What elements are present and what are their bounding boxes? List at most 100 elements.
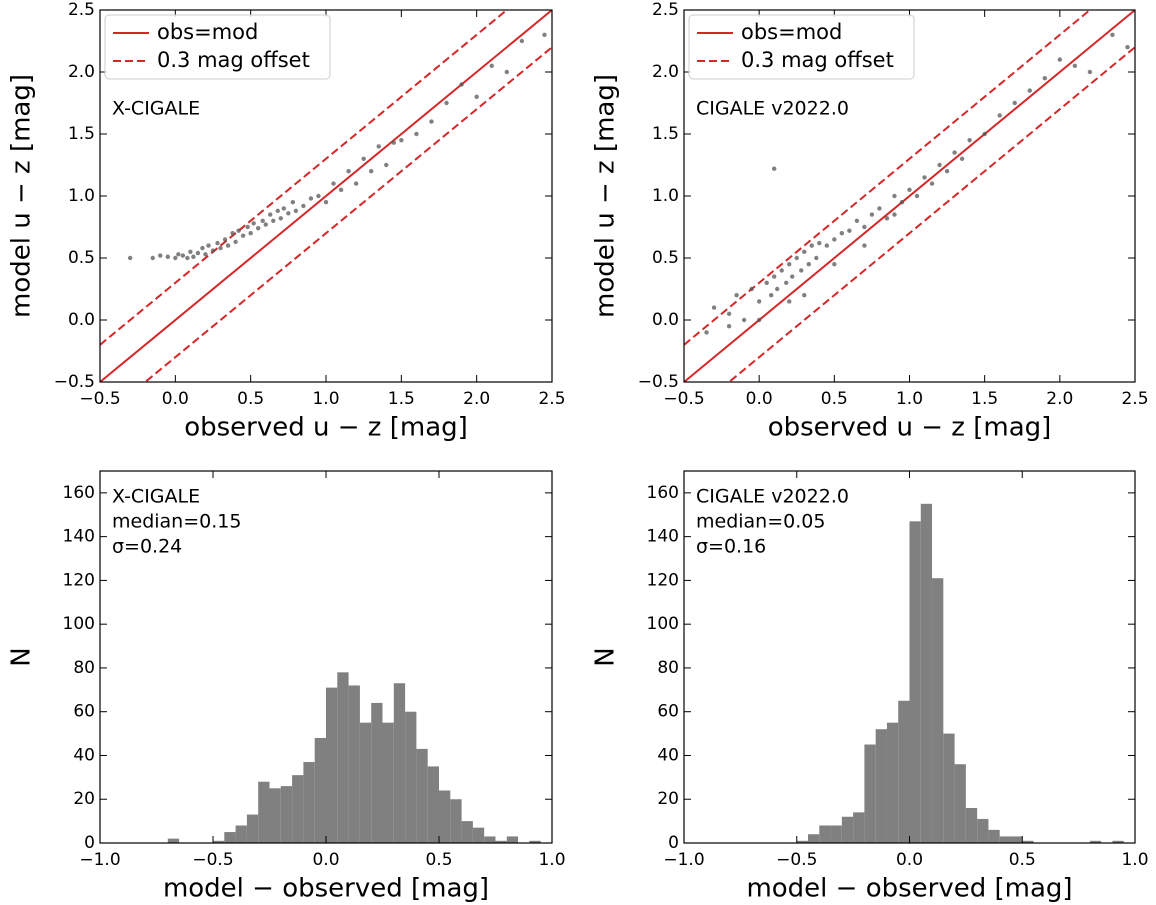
- y-tick-label: 0.0: [652, 310, 679, 330]
- histogram-bar: [999, 836, 1011, 843]
- x-axis-label: observed u − z [mag]: [768, 413, 1052, 443]
- annotation: X-CIGALE: [112, 486, 200, 508]
- data-point: [429, 119, 434, 124]
- x-tick-label: 2.0: [463, 389, 490, 409]
- data-point: [323, 200, 329, 205]
- x-tick-label: 1.0: [896, 389, 923, 409]
- data-point: [749, 286, 754, 292]
- data-point: [195, 250, 201, 256]
- histogram-bar: [1010, 836, 1023, 843]
- histogram-bar: [1022, 840, 1034, 843]
- data-point: [1072, 63, 1078, 68]
- histogram-bar: [382, 722, 394, 843]
- data-point: [281, 206, 287, 211]
- y-tick-label: 0: [668, 833, 679, 853]
- data-point: [726, 311, 732, 316]
- y-tick-label: 0: [84, 833, 95, 853]
- data-point: [301, 203, 306, 209]
- x-tick-label: 0.0: [162, 389, 189, 409]
- histogram-bar: [853, 812, 865, 843]
- data-point: [150, 255, 155, 261]
- plot-area: [684, 10, 1135, 382]
- x-tick-label: 2.0: [1046, 389, 1073, 409]
- histogram-bar: [819, 825, 831, 843]
- x-tick-label: 0.0: [312, 850, 339, 870]
- data-point: [188, 249, 193, 254]
- data-point: [260, 218, 265, 223]
- data-point: [862, 243, 867, 248]
- data-point: [459, 82, 464, 87]
- data-point: [268, 212, 273, 217]
- y-tick-label: 2.0: [652, 62, 679, 82]
- data-point: [346, 169, 351, 174]
- y-tick-label: 2.0: [68, 62, 95, 82]
- data-point: [944, 169, 950, 174]
- histogram-bar: [841, 816, 854, 843]
- data-point: [772, 166, 777, 171]
- annotation: CIGALE v2022.0: [696, 98, 849, 120]
- data-point: [1027, 88, 1032, 93]
- y-tick-label: 1.5: [652, 124, 679, 144]
- annotation: CIGALE v2022.0: [696, 486, 849, 508]
- histogram-bar: [1112, 840, 1124, 843]
- histogram-bar: [977, 818, 989, 843]
- histogram-bar: [359, 722, 372, 843]
- data-point: [248, 231, 253, 236]
- y-tick-label: 80: [73, 658, 95, 678]
- data-point: [376, 144, 381, 149]
- histogram-bar: [258, 781, 270, 843]
- data-point: [809, 243, 814, 248]
- y-axis-label: model u − z [mag]: [591, 74, 621, 318]
- y-axis-label: N: [591, 647, 621, 666]
- x-tick-label: −0.5: [192, 850, 233, 870]
- data-point: [176, 252, 181, 257]
- data-point: [256, 226, 261, 231]
- histogram-bar: [909, 521, 921, 843]
- legend-box: [104, 14, 331, 80]
- data-point: [230, 231, 235, 236]
- data-point: [802, 249, 807, 254]
- histogram-bar: [886, 722, 899, 843]
- data-point: [997, 113, 1002, 118]
- y-tick-label: 1.0: [68, 186, 95, 206]
- legend-label: 0.3 mag offset: [157, 48, 310, 72]
- x-tick-label: 0.5: [1009, 850, 1036, 870]
- data-point: [185, 255, 190, 261]
- y-tick-label: 2.5: [652, 0, 679, 20]
- data-point: [892, 212, 897, 217]
- data-point: [293, 208, 299, 214]
- histogram-bar: [326, 687, 338, 843]
- data-point: [278, 216, 283, 221]
- histogram-bar: [495, 840, 507, 843]
- annotation: median=0.15: [112, 511, 241, 533]
- x-axis-label: model − observed [mag]: [746, 874, 1072, 904]
- histogram-bar: [920, 503, 933, 843]
- data-point: [504, 69, 509, 75]
- data-point: [1087, 69, 1093, 75]
- data-point: [787, 262, 792, 267]
- y-axis-label: model u − z [mag]: [7, 74, 37, 318]
- data-point: [1012, 100, 1017, 106]
- histogram-bar: [875, 729, 887, 843]
- histogram-bar: [235, 825, 247, 843]
- y-tick-label: 0.5: [68, 248, 95, 268]
- data-point: [203, 252, 208, 257]
- x-tick-label: 0.0: [746, 389, 773, 409]
- histogram-bar: [269, 788, 281, 843]
- histogram-bar: [416, 748, 428, 843]
- annotation: median=0.05: [696, 511, 825, 533]
- x-tick-label: 1.5: [971, 389, 998, 409]
- panel: −1.0 −0.5 0.0 0.5 1.0 0 20 40 60 80 100 120 140 160 mo…: [7, 470, 566, 904]
- data-point: [316, 193, 321, 199]
- data-point: [271, 218, 276, 223]
- x-tick-label: 0.0: [896, 850, 923, 870]
- data-point: [474, 94, 479, 100]
- x-tick-label: 0.5: [821, 389, 848, 409]
- data-point: [191, 254, 196, 259]
- data-point: [929, 181, 935, 186]
- x-tick-label: 1.5: [388, 389, 415, 409]
- data-point: [180, 253, 186, 258]
- data-point: [1042, 76, 1048, 81]
- panel: −0.5 0.0 0.5 1.0 1.5 2.0 2.5 −0.5 0.0 0.5 1.0 1.5 2.…: [7, 0, 566, 443]
- histogram-bar: [932, 578, 944, 843]
